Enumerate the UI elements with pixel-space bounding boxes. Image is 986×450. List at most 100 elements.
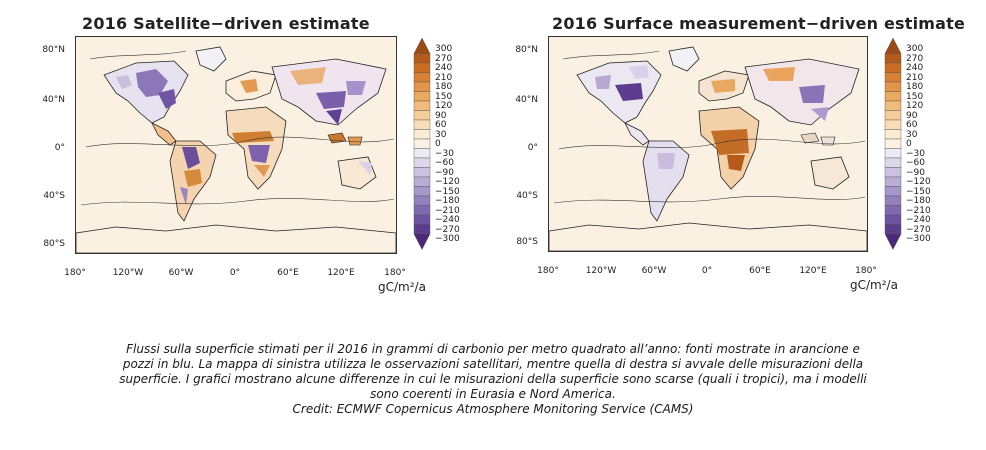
colorbar-swatch [413,233,431,250]
colorbar-tick-label: 270 [435,53,453,64]
colorbar-tick-label: −90 [435,167,454,178]
colorbar-swatch [413,176,431,187]
colorbar-tick-label: −180 [435,196,460,206]
colorbar-tick-label: 240 [906,63,924,73]
colorbar-tick-label: 60 [906,120,918,130]
colorbar-tick-label: −210 [906,205,931,216]
colorbar-swatch [413,224,431,235]
colorbar-tick-label: 30 [435,129,447,140]
lon-label: 60°W [641,266,667,276]
colorbar-swatch [413,195,431,206]
colorbar-tick-label: 180 [435,82,453,92]
colorbar-tick-label: −60 [435,158,454,168]
colorbar-swatch [413,119,431,130]
caption-line: sono coerenti in Eurasia e Nord America. [370,387,616,401]
lat-label: 80°N [515,45,538,55]
colorbar-swatch [884,148,902,159]
colorbar-swatch [413,214,431,225]
caption-credit: Credit: ECMWF Copernicus Atmosphere Moni… [292,402,694,416]
colorbar-tick-label: 210 [435,72,453,83]
colorbar-tick-label: −300 [906,234,931,244]
colorbar-tick-label: −240 [435,215,460,225]
colorbar-swatch [884,157,902,168]
colorbar-tick-label: 270 [906,53,924,64]
colorbar-swatch [884,138,902,149]
lon-label: 120°E [327,268,355,278]
colorbar-swatch [413,205,431,216]
lon-label: 180° [384,268,406,278]
lat-label: 0° [54,143,65,153]
colorbar-scale [413,37,431,250]
colorbar-tick-label: −30 [435,148,454,159]
colorbar-tick-label: 30 [906,129,918,140]
colorbar: 300 270 240 210 180 150 120 90 60 30 0 −30 −60 −90 −12… [413,37,473,254]
lon-label: 60°W [168,268,194,278]
colorbar-scale [884,37,902,250]
lon-label: 180° [64,268,86,278]
colorbar-tick-label: 120 [435,101,453,111]
colorbar-swatch [884,81,902,92]
caption-line: Flussi sulla superficie stimati per il 2… [126,342,860,356]
lon-label: 60°E [749,266,771,276]
colorbar-tick-label: −240 [906,215,931,225]
colorbar-tick-label: −30 [906,148,925,159]
colorbar-tick-label: −180 [906,196,931,206]
lon-label: 60°E [277,268,299,278]
lon-label: 120°W [112,268,144,278]
colorbar-swatch [413,157,431,168]
lon-label: 120°W [585,266,617,276]
lon-label: 180° [855,266,877,276]
colorbar-swatch [884,214,902,225]
colorbar-swatch [413,148,431,159]
unit-label: gC/m²/a [850,278,898,292]
lon-label: 0° [701,266,713,276]
colorbar-tick-label: 180 [906,82,924,92]
colorbar-tick-label: −90 [906,167,925,178]
unit-label: gC/m²/a [378,280,426,294]
colorbar-tick-label: 210 [906,72,924,83]
lon-label: 180° [537,266,559,276]
colorbar-swatch [413,72,431,83]
map-graphic [76,46,396,253]
map-graphic [549,46,867,251]
surface-flux-map [548,36,868,252]
colorbar-swatch [413,186,431,197]
colorbar-tick-label: 0 [906,139,912,149]
colorbar-swatch [884,110,902,121]
lat-label: 0° [527,143,538,153]
colorbar-swatch [884,129,902,140]
colorbar-tick-label: 60 [435,120,447,130]
colorbar-tick-label: 90 [435,110,447,121]
colorbar-swatch [413,100,431,111]
colorbar-tick-label: −150 [906,186,931,197]
colorbar-swatch [413,167,431,178]
lat-label: 40°N [42,95,65,105]
lat-label: 80°S [43,239,65,249]
colorbar-swatch [884,224,902,235]
colorbar: 300 270 240 210 180 150 120 90 60 30 0 −30 −60 −90 −12… [884,37,944,254]
panel-title: 2016 Satellite−driven estimate [82,14,370,33]
colorbar-tick-label: −300 [435,234,460,244]
colorbar-tick-label: 90 [906,110,918,121]
colorbar-swatch [884,37,902,54]
colorbar-tick-label: 150 [906,91,924,102]
colorbar-tick-label: −210 [435,205,460,216]
colorbar-swatch [413,81,431,92]
colorbar-swatch [413,53,431,64]
caption-line: superficie. I grafici mostrano alcune di… [119,372,867,386]
colorbar-swatch [884,167,902,178]
colorbar-tick-label: 120 [906,101,924,111]
colorbar-tick-label: 300 [435,44,453,54]
colorbar-swatch [884,53,902,64]
colorbar-swatch [884,72,902,83]
colorbar-swatch [884,195,902,206]
colorbar-swatch [884,119,902,130]
lat-label: 80°N [42,45,65,55]
colorbar-swatch [413,37,431,54]
colorbar-tick-label: 300 [906,44,924,54]
lat-label: 40°S [43,191,65,201]
colorbar-tick-label: −150 [435,186,460,197]
lon-label: 120°E [799,266,827,276]
colorbar-tick-label: −120 [435,177,460,187]
lat-label: 40°S [516,191,538,201]
